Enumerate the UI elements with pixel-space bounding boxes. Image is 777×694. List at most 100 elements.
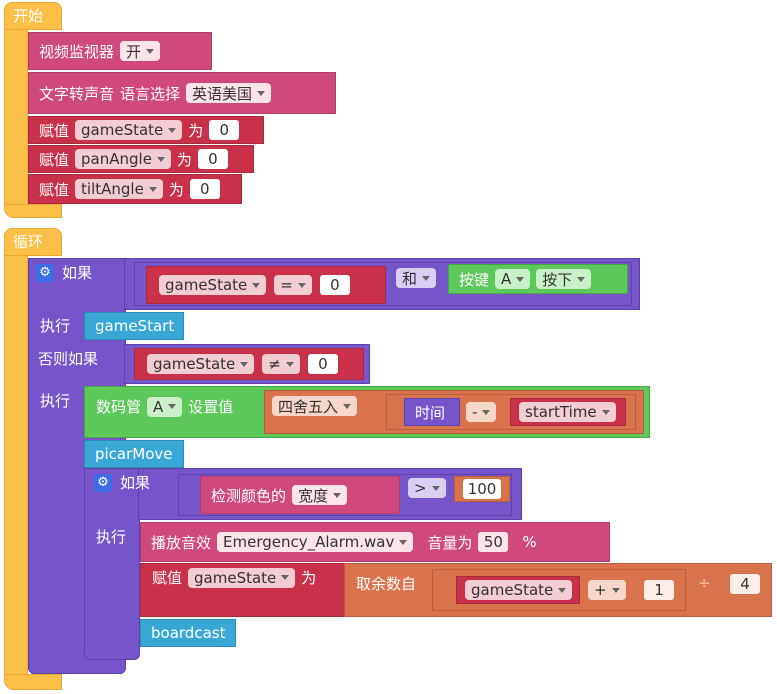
mod-var-dropdown[interactable]: gameState <box>465 580 573 600</box>
tts-lang-label: 语言选择 <box>120 84 181 103</box>
elif-then-label: 执行 <box>40 392 71 410</box>
elif-var-dropdown[interactable]: gameState <box>147 354 255 374</box>
chevron-down-icon <box>281 575 290 580</box>
starttime-dropdown[interactable]: startTime <box>519 402 616 422</box>
assign-value[interactable]: 0 <box>189 179 220 199</box>
loop-hat-block[interactable]: 循环 <box>4 228 62 256</box>
starttime-var-block[interactable]: startTime <box>510 398 626 426</box>
setup-hat-block[interactable]: 开始 <box>4 2 62 30</box>
if1-var-dropdown[interactable]: gameState <box>159 275 267 295</box>
elif-op-dropdown[interactable]: ≠ <box>262 354 300 374</box>
assign-var: panAngle <box>81 150 152 168</box>
if1-var: gameState <box>165 276 248 294</box>
chevron-down-icon <box>148 186 157 192</box>
chevron-down-icon <box>252 282 261 288</box>
button-pressed-block[interactable]: 按键 A 按下 <box>448 264 628 294</box>
subtract-op-dropdown[interactable]: - <box>466 402 497 422</box>
assign-mod-row: 赋值 gameState 为 <box>152 567 316 588</box>
tts-lang-value: 英语美国 <box>192 84 253 103</box>
sound-file-dropdown[interactable]: Emergency_Alarm.wav <box>217 532 414 552</box>
assign-var-dropdown[interactable]: gameState <box>75 120 183 140</box>
if1-op: = <box>280 276 293 294</box>
play-label: 播放音效 <box>151 533 212 552</box>
segment-label: 数码管 <box>96 398 142 416</box>
if-row: ⚙ 如果 <box>36 262 92 283</box>
and-dropdown[interactable]: 和 <box>396 268 437 288</box>
chevron-down-icon <box>146 48 155 54</box>
detect-label: 检测颜色的 <box>211 486 287 505</box>
tts-label: 文字转声音 <box>39 84 115 103</box>
if-label: 如果 <box>62 264 93 282</box>
round-dd-wrap: 四舍五入 <box>272 396 358 416</box>
if1-value[interactable]: 0 <box>319 275 350 295</box>
assign-value[interactable]: 0 <box>197 149 228 169</box>
button-port-dropdown[interactable]: A <box>495 269 531 289</box>
assign-label: 赋值 <box>39 180 70 199</box>
mod-var: gameState <box>471 581 554 599</box>
round-dropdown[interactable]: 四舍五入 <box>272 396 358 416</box>
gt-value[interactable]: 100 <box>462 479 502 499</box>
gt-op-dropdown[interactable]: > <box>408 478 446 498</box>
boardcast-label: boardcast <box>151 624 226 642</box>
assign-block-gamestate[interactable]: 赋值 gameState 为 0 <box>28 116 264 144</box>
video-monitor-dropdown[interactable]: 开 <box>120 41 161 61</box>
assign-var-dropdown[interactable]: panAngle <box>75 149 171 169</box>
inner-if-block[interactable] <box>84 468 140 660</box>
mod-var-block[interactable]: gameState <box>456 576 580 604</box>
compare-neq-block[interactable]: gameState ≠ 0 <box>134 348 364 380</box>
time-block[interactable]: 时间 <box>404 398 460 426</box>
segment-row: 数码管 A 设置值 <box>96 396 233 417</box>
assign-mod-label: 赋值 <box>152 569 183 587</box>
gt-value-block[interactable]: 100 <box>454 476 510 502</box>
gear-icon[interactable]: ⚙ <box>94 473 112 492</box>
percent-label: % <box>522 533 537 551</box>
add-value[interactable]: 1 <box>644 580 674 600</box>
as-label: 为 <box>188 121 204 140</box>
button-state-dropdown[interactable]: 按下 <box>536 269 592 289</box>
assign-block-tiltangle[interactable]: 赋值 tiltAngle 为 0 <box>28 174 242 204</box>
loop-spine <box>4 256 28 676</box>
compare-eq-block[interactable]: gameState = 0 <box>146 266 386 304</box>
chevron-down-icon <box>240 361 249 367</box>
tts-block[interactable]: 文字转声音 语言选择 英语美国 <box>28 72 336 114</box>
assign-var-dropdown[interactable]: tiltAngle <box>75 179 163 199</box>
video-monitor-block[interactable]: 视频监视器 开 <box>28 32 212 70</box>
boardcast-call-block[interactable]: boardcast <box>140 619 236 647</box>
loop-foot <box>4 674 62 690</box>
segment-port-dropdown[interactable]: A <box>147 396 183 417</box>
if1-op-dropdown[interactable]: = <box>274 275 312 295</box>
modulo-label: 取余数自 <box>356 575 417 593</box>
play-sound-block[interactable]: 播放音效 Emergency_Alarm.wav 音量为 50 % <box>140 522 610 562</box>
chevron-down-icon <box>343 403 352 409</box>
subtract-op: - <box>472 403 478 421</box>
gear-icon[interactable]: ⚙ <box>36 263 54 282</box>
add-op: + <box>594 581 607 599</box>
button-label: 按键 <box>459 270 490 289</box>
detect-dropdown[interactable]: 宽度 <box>292 485 348 505</box>
elif-op: ≠ <box>268 355 281 373</box>
picarmove-label: picarMove <box>95 445 173 463</box>
tts-lang-dropdown[interactable]: 英语美国 <box>186 83 272 103</box>
divisor-value[interactable]: 4 <box>730 574 760 594</box>
chevron-down-icon <box>285 361 294 367</box>
assign-value[interactable]: 0 <box>209 120 240 140</box>
assign-block-panangle[interactable]: 赋值 panAngle 为 0 <box>28 145 254 173</box>
subtract-op-wrap: - <box>466 402 497 422</box>
elif-value[interactable]: 0 <box>307 354 338 374</box>
assign-label: 赋值 <box>39 121 70 140</box>
and-op: 和 <box>396 268 437 288</box>
chevron-down-icon <box>297 282 306 288</box>
picarmove-call-block[interactable]: picarMove <box>84 440 184 468</box>
volume-value[interactable]: 50 <box>478 532 509 552</box>
as-label: 为 <box>176 150 192 169</box>
assign-mod-var-dropdown[interactable]: gameState <box>188 567 296 588</box>
chevron-down-icon <box>399 539 408 545</box>
chevron-down-icon <box>168 127 177 133</box>
and-label: 和 <box>402 269 418 288</box>
gamestart-label: gameStart <box>95 317 175 335</box>
gt-op-wrap: > <box>408 478 446 498</box>
assign-var: gameState <box>81 121 164 139</box>
gamestart-call-block[interactable]: gameStart <box>84 312 184 340</box>
add-op-dropdown[interactable]: + <box>588 580 626 600</box>
detect-color-block[interactable]: 检测颜色的 宽度 <box>200 476 400 514</box>
